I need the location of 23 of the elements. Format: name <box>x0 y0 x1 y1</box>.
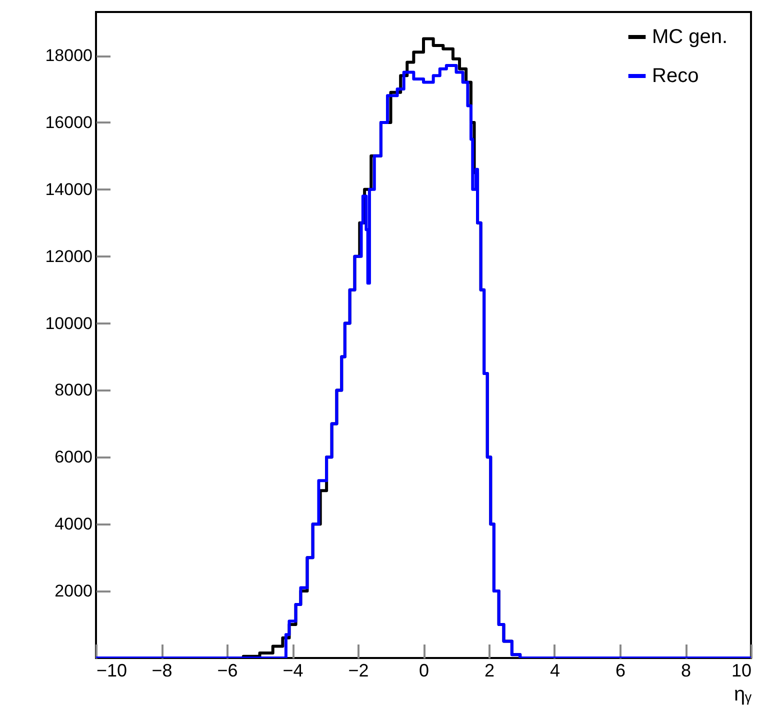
legend-label: MC gen. <box>652 26 728 48</box>
legend-label: Reco <box>652 65 699 87</box>
x-tick-label: −8 <box>152 660 172 680</box>
y-tick-label: 8000 <box>54 380 92 400</box>
x-tick-label: 8 <box>680 660 692 680</box>
y-tick-label: 16000 <box>45 112 92 132</box>
y-tick-label: 10000 <box>45 314 92 333</box>
y-tick-label: 6000 <box>54 448 92 467</box>
x-tick-label: 10 <box>731 660 752 680</box>
y-tick-label: 4000 <box>54 514 92 534</box>
x-tick-label: 0 <box>418 660 430 680</box>
x-tick-label: −6 <box>217 660 238 680</box>
x-tick-label: 4 <box>550 660 560 680</box>
x-tick-label: −10 <box>96 660 128 680</box>
x-tick-label: −4 <box>282 660 304 680</box>
x-tick-label: 6 <box>615 660 626 680</box>
y-tick-label: 12000 <box>45 246 92 266</box>
y-tick-label: 2000 <box>54 582 92 601</box>
x-axis-title: ηᵧ <box>734 684 752 706</box>
x-tick-label: −2 <box>348 660 369 680</box>
y-tick-label: 14000 <box>45 180 92 199</box>
y-tick-label: 18000 <box>45 46 92 66</box>
x-tick-label: 2 <box>484 660 495 680</box>
